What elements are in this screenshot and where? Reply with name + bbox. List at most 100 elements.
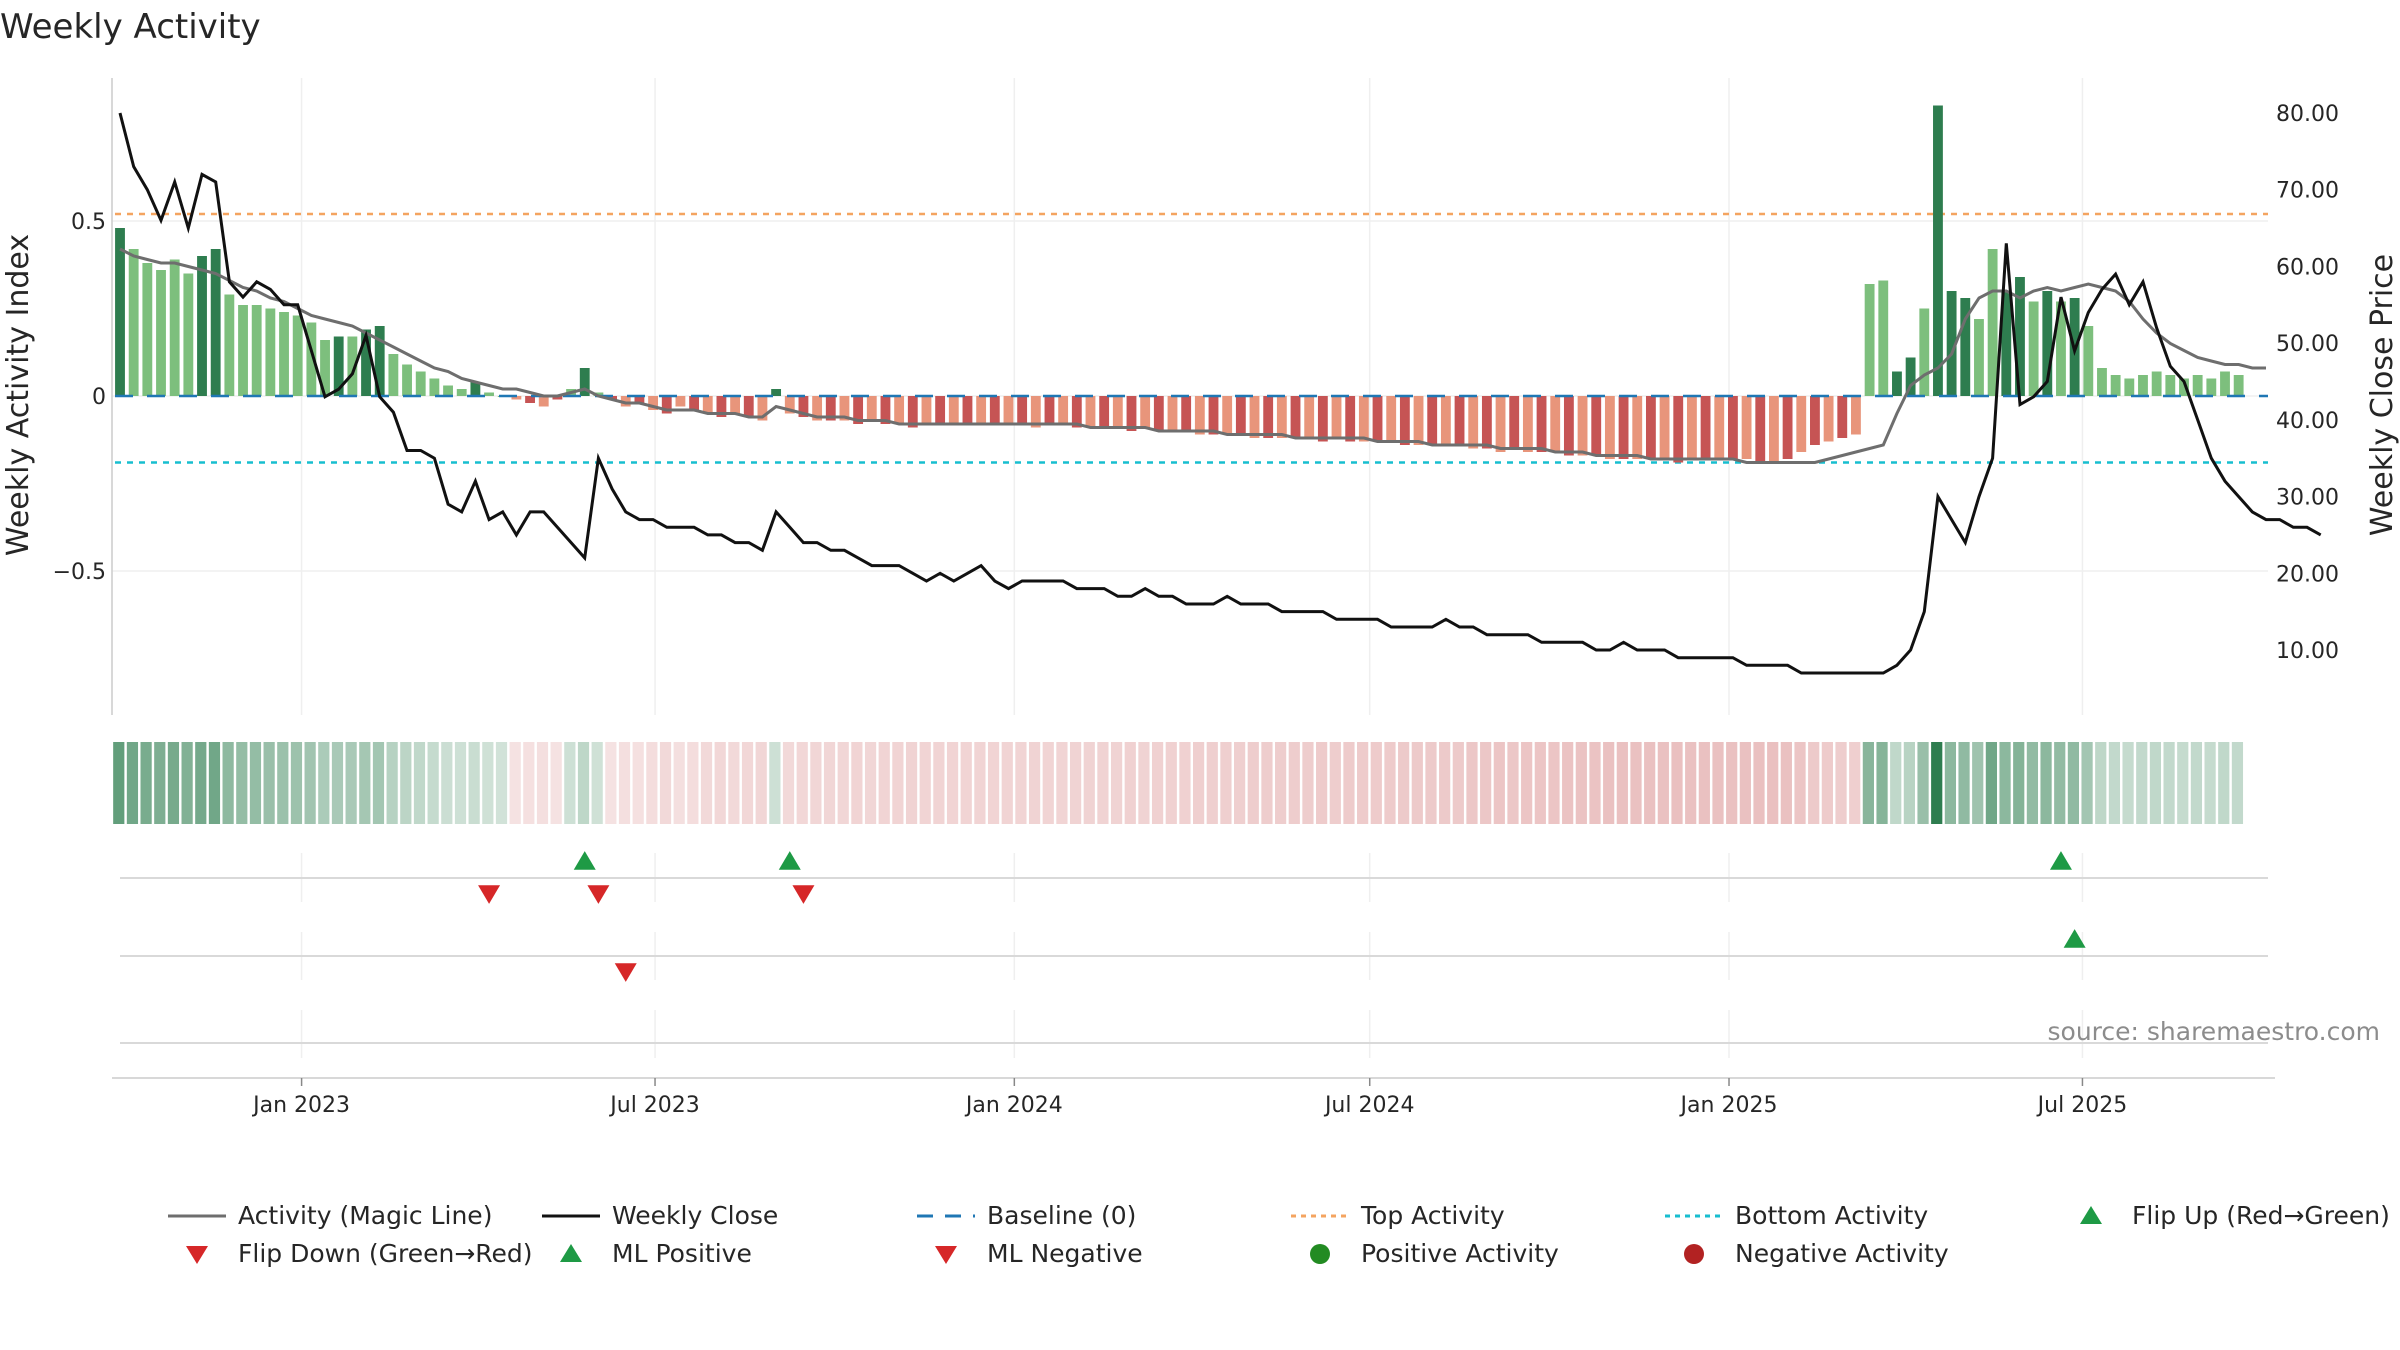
activity-bar [1030,396,1041,428]
heat-cell [536,742,549,824]
heat-cell [1343,742,1355,824]
heat-cell [550,742,562,824]
activity-bar [1454,396,1465,445]
activity-bar [279,312,289,396]
activity-bar [1208,396,1219,435]
heat-cell [1329,742,1341,824]
heat-cell [591,742,603,824]
heat-cell [714,742,726,824]
heat-cell [2204,742,2216,824]
activity-bar [347,336,358,396]
heat-cell [577,742,590,824]
activity-bar [743,396,754,417]
heat-cell [1234,742,1246,824]
activity-bar [443,385,453,396]
legend-swatch [1684,1244,1704,1264]
activity-bar [361,329,371,396]
heat-cell [810,742,822,824]
heat-cell [1849,742,1861,824]
chart-title: Weekly Activity [0,7,261,47]
activity-bar [1222,396,1233,435]
activity-bar [935,396,946,424]
activity-bar [2179,378,2189,396]
activity-bars [115,105,2244,463]
activity-bar [415,371,426,396]
activity-bar [1003,396,1014,424]
heat-cell [2108,742,2121,824]
activity-bar [839,396,850,421]
activity-bar [1987,249,1998,396]
legend: Activity (Magic Line) Weekly Close Baselin… [168,1201,2390,1268]
activity-bar [1372,396,1383,442]
flip-up-marker [778,851,801,870]
activity-bar [429,378,440,396]
legend-swatch [935,1246,957,1264]
heat-cell [2095,742,2107,824]
activity-bar [2097,368,2107,396]
heat-cell [1534,742,1546,824]
heat-cell [454,742,467,824]
heat-cell [372,742,385,824]
activity-bar [1864,284,1875,396]
legend-item: Flip Up (Red→Green) [2080,1201,2390,1230]
right-tick-label: 10.00 [2276,639,2339,664]
activity-bar [1892,371,1902,396]
activity-bar [2124,378,2135,396]
heat-cell [1507,742,1519,824]
heat-cell [1220,742,1232,824]
legend-item: ML Positive [560,1239,752,1268]
right-tick-label: 60.00 [2276,255,2339,280]
heat-cell [892,742,904,824]
heat-cell [509,742,521,824]
activity-bar [1960,298,1971,396]
heat-cell [933,742,945,824]
activity-bar [1618,396,1629,459]
activity-bar [142,263,153,396]
heat-cell [1944,742,1956,824]
signal-markers [478,851,2086,982]
heat-cell [482,742,494,824]
activity-bar [2083,326,2094,396]
activity-bar [1071,396,1082,428]
heat-cell [1835,742,1847,824]
activity-bar [333,336,344,396]
activity-bar [1153,396,1164,431]
heat-cell [1890,742,1902,824]
flip-down-marker [478,885,501,904]
activity-bar [251,305,262,396]
activity-bar [1604,396,1615,459]
left-tick-label: 0.5 [71,210,106,235]
heat-cell [1302,742,1314,824]
activity-bar [1167,396,1178,431]
activity-bar [169,259,180,396]
source-note: source: sharemaestro.com [2048,1017,2381,1046]
heat-cell [1657,742,1669,824]
activity-bar [1427,396,1438,445]
activity-bar [2015,277,2025,396]
activity-bar [2206,378,2217,396]
heat-cell [618,742,631,824]
heat-cell [673,742,685,824]
heat-cell [1083,742,1095,824]
activity-bar [1851,396,1861,435]
heat-cell [1261,742,1273,824]
x-tick-label: Jan 2023 [251,1093,350,1118]
right-tick-label: 30.00 [2276,486,2339,511]
activity-bar [1304,396,1315,438]
heat-cell [181,742,193,824]
activity-bar [1468,396,1479,449]
legend-label: Negative Activity [1735,1239,1949,1268]
activity-bar [238,305,248,396]
heat-cell [919,742,931,824]
activity-bar [1974,319,1984,396]
activity-bar [1536,396,1547,452]
heat-cell [1575,742,1587,824]
heat-cell [1042,742,1054,824]
activity-bar [1085,396,1096,428]
heat-cell [823,742,836,824]
heat-cell [1110,742,1123,824]
heat-cell [687,742,699,824]
left-axis-ticks: 0.5 0 −0.5 [53,210,106,585]
heat-cell [878,742,890,824]
right-tick-label: 20.00 [2276,562,2339,587]
